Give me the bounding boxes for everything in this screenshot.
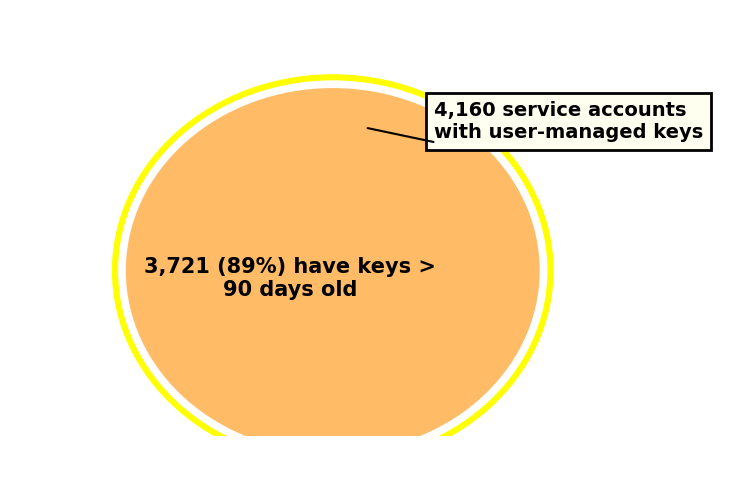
Ellipse shape <box>118 80 548 461</box>
Text: 4,160 service accounts
with user-managed keys: 4,160 service accounts with user-managed… <box>434 101 703 142</box>
Ellipse shape <box>126 88 539 453</box>
Text: 3,721 (89%) have keys >
90 days old: 3,721 (89%) have keys > 90 days old <box>144 257 436 300</box>
Ellipse shape <box>112 74 554 467</box>
